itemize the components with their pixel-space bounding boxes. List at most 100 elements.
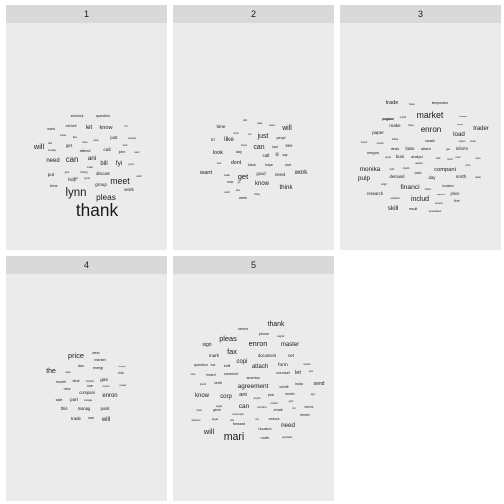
wordcloud-word: skill <box>388 205 399 212</box>
wordcloud-word: know <box>195 393 210 399</box>
wordcloud-word: the <box>46 368 56 375</box>
wordcloud-word: hope <box>265 163 273 167</box>
wordcloud-word: week <box>239 196 247 200</box>
wordcloud-word: now <box>227 180 234 184</box>
wordcloud-word: call <box>263 153 270 158</box>
wordcloud-word: send <box>314 381 325 387</box>
wordcloud-word: make <box>224 174 231 177</box>
facet-panel-1: 1 schedul question want michell let know thi mea… <box>6 5 167 250</box>
wordcloud-word: know <box>241 144 247 147</box>
wordcloud-word: corp <box>220 394 232 400</box>
wordcloud-word: price <box>451 191 461 196</box>
wordcloud-word: just <box>257 133 269 140</box>
wordcloud-word: servic <box>305 405 314 409</box>
wordcloud-word: need <box>46 158 59 164</box>
wordcloud-word: put <box>48 172 55 177</box>
wordcloud-word: estimate <box>459 115 468 118</box>
wordcloud-word: trade <box>71 416 82 421</box>
wordcloud-word: talk <box>243 119 248 122</box>
wordcloud-word: list <box>293 407 296 410</box>
wordcloud-word: price <box>466 164 472 167</box>
wordcloud-word: enill <box>224 364 231 368</box>
wordcloud-word: forward <box>233 422 245 426</box>
wordcloud-word: month <box>400 116 407 119</box>
wordcloud-word: enron <box>421 125 442 134</box>
wordcloud-word: mark <box>209 353 220 358</box>
wordcloud-word: spreadsheet <box>429 210 442 213</box>
wordcloud-word: dont <box>231 160 242 166</box>
wordcloud-word: mari <box>224 431 245 443</box>
wordcloud-word: fyi <box>116 160 122 167</box>
wordcloud-word: attend <box>80 148 91 153</box>
wordcloud-word: phone <box>259 332 269 336</box>
wordcloud-word: north <box>456 174 467 179</box>
wordcloud-svg: thank senior phone taylor sign pleas enron mast… <box>191 321 325 443</box>
wordcloud-word: like <box>73 135 78 139</box>
wordcloud-svg: week price market forward the energi trade issu… <box>46 351 126 423</box>
wordcloud-word: portland <box>390 197 400 200</box>
wordcloud-word: issu <box>78 364 84 368</box>
wordcloud-word: stock <box>470 140 476 143</box>
wordcloud-word: oregon <box>367 150 379 155</box>
facet-panel-2: 2 talk take sure will time much let just peopl tri… <box>173 5 334 250</box>
wordcloud-word: origin <box>381 183 388 186</box>
wordcloud-word: new <box>64 387 71 391</box>
wordcloud-svg: schedul question want michell let know thi mean… <box>33 114 143 220</box>
wordcloud-word: meet <box>110 176 130 186</box>
wordcloud-word: taylor <box>277 334 284 338</box>
wordcloud-word: let <box>295 370 301 376</box>
wordcloud-word: anyth <box>254 396 261 400</box>
wordcloud-word: ani <box>88 155 97 162</box>
wordcloud-word: say <box>282 153 287 157</box>
wordcloud-word: question <box>194 363 208 367</box>
wordcloud-word: work <box>294 170 308 176</box>
wordcloud-word: master <box>281 342 299 348</box>
wordcloud-word: broker <box>425 188 432 191</box>
facet-panel-3: 3 trade base temperatur pogram month market est… <box>340 5 501 250</box>
wordcloud-word: review <box>128 136 136 140</box>
wordcloud-word: want <box>199 170 213 176</box>
wordcloud-word: deal <box>94 139 99 142</box>
wordcloud-word: contract <box>86 380 95 383</box>
wordcloud-word: cash <box>415 171 422 175</box>
wordcloud-word: document <box>258 353 277 358</box>
facet-strip-label: 4 <box>6 256 167 274</box>
wordcloud-word: ets <box>255 418 259 421</box>
wordcloud-word: week <box>92 351 100 355</box>
wordcloud-word: thi <box>125 124 128 128</box>
wordcloud-word: confirm <box>257 405 267 409</box>
wordcloud-word: chang <box>80 170 88 174</box>
wordcloud-word: know <box>255 181 270 187</box>
wordcloud-word: copi <box>237 359 248 365</box>
wordcloud-word: temperatur <box>432 101 449 105</box>
wordcloud-word: analysi <box>411 155 423 159</box>
wordcloud-word: america <box>246 376 260 380</box>
wordcloud-word: the <box>454 198 459 203</box>
wordcloud-word: gas <box>446 148 451 151</box>
wordcloud-word: one <box>285 162 292 167</box>
wordcloud-word: trader <box>473 126 489 132</box>
wordcloud-word: work <box>124 187 134 192</box>
wordcloud-word: know <box>100 125 113 131</box>
wordcloud-word: this <box>61 406 69 411</box>
wordcloud-word: month <box>56 380 66 384</box>
wordcloud-word: use <box>88 416 94 420</box>
wordcloud-word: team <box>134 151 139 154</box>
wordcloud-word: question <box>96 114 110 118</box>
wordcloud-word: make <box>87 166 94 169</box>
wordcloud-word: gas <box>100 378 108 383</box>
wordcloud-word: call <box>103 147 110 153</box>
wordcloud-word: look <box>123 144 128 147</box>
wordcloud-word: caushi <box>425 139 435 143</box>
wordcloud-word: counsel <box>276 370 290 375</box>
facet-plot-area: thank senior phone taylor sign pleas enron mast… <box>173 274 334 501</box>
facet-panel-5: 5 thank senior phone taylor sign pleas enron mas… <box>173 256 334 501</box>
wordcloud-word: provid <box>200 383 207 386</box>
wordcloud-word: let <box>86 125 93 131</box>
wordcloud-word: john <box>118 150 126 154</box>
wordcloud-word: will <box>203 427 215 436</box>
wordcloud-word: demand <box>390 174 406 179</box>
wordcloud-word: enron <box>102 393 117 399</box>
wordcloud-word: price <box>68 351 84 360</box>
wordcloud-word: includ <box>411 196 429 203</box>
